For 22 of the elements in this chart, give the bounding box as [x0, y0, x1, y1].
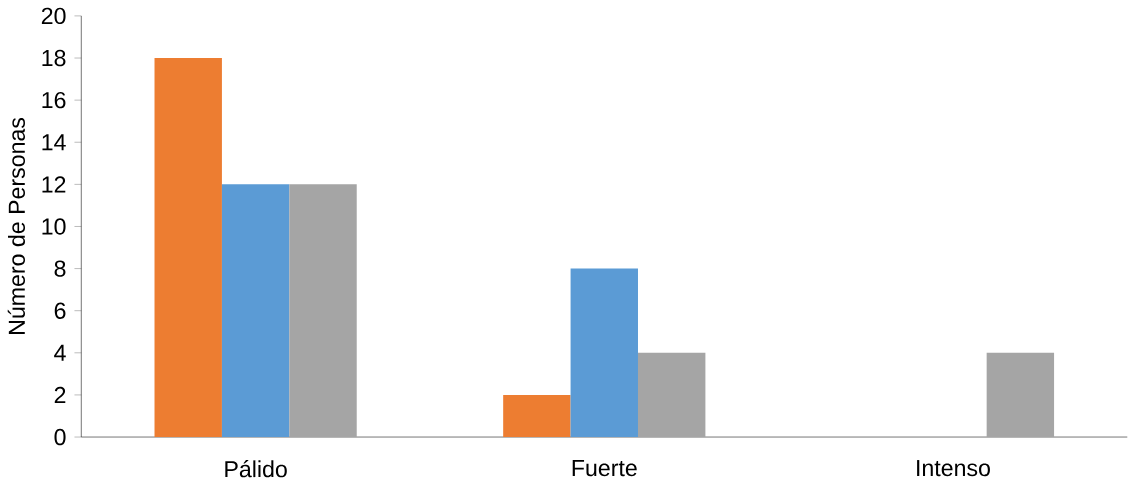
- y-tick-label: 12: [42, 176, 66, 193]
- x-tick-label: Intenso: [917, 460, 990, 477]
- y-axis-title: Número de Personas: [7, 117, 26, 334]
- y-tick-label: 14: [42, 134, 66, 151]
- bar: [986, 352, 1055, 438]
- y-tick-label: 6: [54, 302, 66, 319]
- x-tick-label: Pálido: [225, 460, 287, 478]
- y-tick-label: 16: [42, 91, 66, 109]
- bar: [570, 268, 638, 438]
- bar: [503, 394, 571, 438]
- y-tick-label: 0: [54, 428, 66, 446]
- x-tick-label: Fuerte: [572, 460, 637, 477]
- bar: [154, 57, 222, 438]
- y-tick-label: 2: [54, 386, 66, 403]
- bar: [221, 184, 290, 438]
- y-tick-label: 10: [42, 218, 66, 235]
- bar: [637, 352, 706, 438]
- y-tick-label: 4: [54, 344, 66, 361]
- y-tick-label: 20: [41, 7, 66, 25]
- y-tick-label: 18: [42, 49, 66, 67]
- bar: [289, 184, 357, 438]
- y-tick-label: 8: [54, 260, 66, 277]
